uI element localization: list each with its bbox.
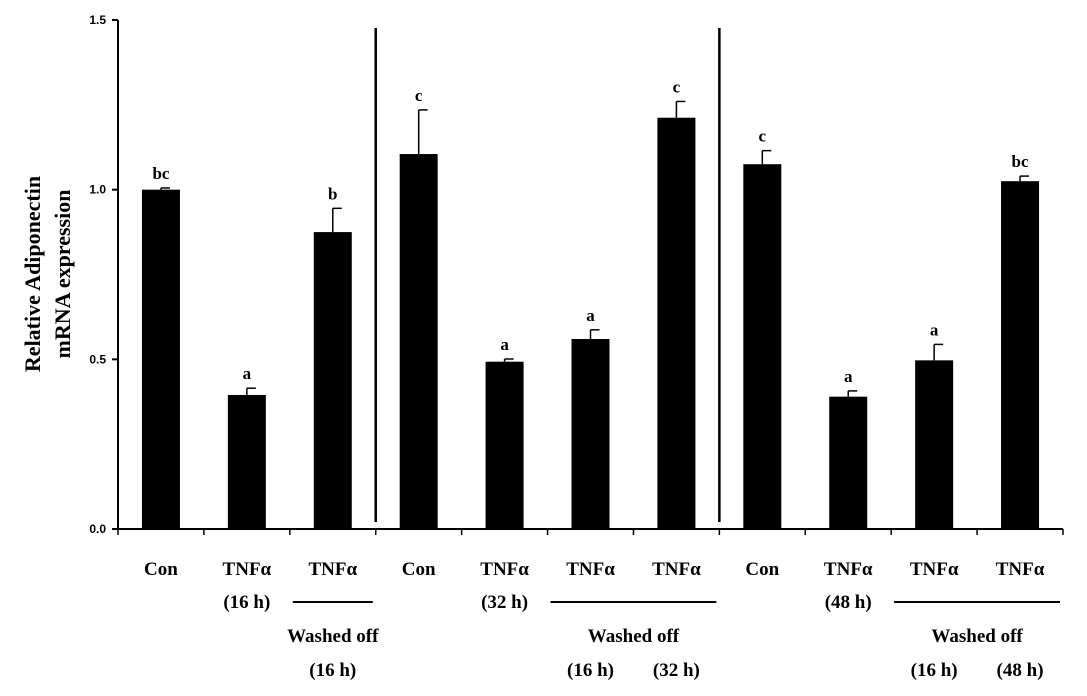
significance-label: a (930, 320, 939, 339)
bar (399, 154, 438, 529)
y-axis-title-line: mRNA expression (50, 190, 75, 359)
significance-label: c (673, 77, 681, 96)
significance-label: a (586, 306, 595, 325)
axes: 0.0 0.5 1.0 1.5 (89, 13, 1064, 536)
y-tick-label: 0.5 (89, 352, 106, 366)
category-label: TNFα (223, 559, 272, 580)
category-label: TNFα (480, 559, 529, 580)
significance-label: bc (152, 164, 169, 183)
washed-off-label: Washed off (287, 626, 379, 647)
bar (657, 117, 696, 529)
significance-label: c (415, 86, 423, 105)
bar (227, 394, 266, 529)
category-label: Con (402, 559, 436, 580)
y-tick-label: 1.0 (89, 183, 106, 197)
y-tick-label: 0.0 (89, 522, 106, 536)
category-label: TNFα (652, 559, 701, 580)
category-labels: Con TNFα (16 h) TNFα Con TNFα (32 h) TNFα TNFα Co… (144, 559, 1061, 681)
significance-label: b (328, 184, 337, 203)
significance-label: a (844, 367, 853, 386)
significance-label: c (759, 127, 767, 146)
bar (743, 164, 782, 529)
washed-off-duration: (32 h) (653, 660, 700, 681)
bar (313, 232, 352, 530)
significance-label: a (243, 364, 252, 383)
category-label: Con (745, 559, 779, 580)
washed-off-duration: (48 h) (997, 660, 1044, 681)
bar (829, 396, 868, 529)
bar (1001, 181, 1040, 529)
y-axis-label: Relative Adiponectin mRNA expression (20, 176, 75, 372)
category-sublabel: (48 h) (825, 592, 872, 613)
y-tick-label: 1.5 (89, 13, 106, 27)
washed-off-duration: (16 h) (567, 660, 614, 681)
category-label: TNFα (824, 559, 873, 580)
y-axis-title: Relative Adiponectin mRNA expression (20, 176, 75, 372)
bar (571, 338, 610, 529)
bar (485, 361, 524, 529)
bar (915, 360, 954, 529)
category-label: TNFα (996, 559, 1045, 580)
bar (141, 189, 180, 529)
category-label: TNFα (308, 559, 357, 580)
y-axis-title-line: Relative Adiponectin (20, 176, 45, 372)
significance-label: a (500, 335, 509, 354)
category-label: Con (144, 559, 178, 580)
category-sublabel: (32 h) (481, 592, 528, 613)
category-label: TNFα (910, 559, 959, 580)
washed-off-duration: (16 h) (911, 660, 958, 681)
category-sublabel: (16 h) (223, 592, 270, 613)
category-label: TNFα (566, 559, 615, 580)
washed-off-label: Washed off (931, 626, 1023, 647)
washed-off-label: Washed off (588, 626, 680, 647)
significance-label: bc (1012, 152, 1029, 171)
washed-off-duration: (16 h) (309, 660, 356, 681)
